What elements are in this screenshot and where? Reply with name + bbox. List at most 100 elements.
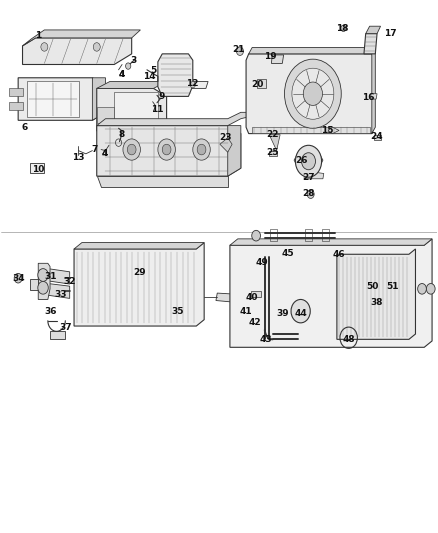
Circle shape — [127, 144, 136, 155]
Text: 4: 4 — [102, 149, 108, 158]
Polygon shape — [337, 249, 416, 340]
Circle shape — [14, 273, 22, 283]
Text: 46: 46 — [333, 251, 346, 260]
Polygon shape — [10, 88, 22, 96]
Polygon shape — [97, 107, 114, 123]
Polygon shape — [220, 138, 232, 152]
Polygon shape — [184, 82, 208, 88]
Polygon shape — [372, 47, 375, 134]
Text: 29: 29 — [133, 269, 146, 277]
Polygon shape — [371, 94, 377, 99]
Polygon shape — [230, 239, 432, 348]
Text: 43: 43 — [260, 335, 272, 344]
Text: 17: 17 — [384, 29, 396, 38]
Text: 38: 38 — [371, 298, 383, 307]
Text: 8: 8 — [119, 130, 125, 139]
Text: 51: 51 — [386, 282, 399, 291]
Circle shape — [295, 146, 321, 177]
Polygon shape — [97, 112, 250, 126]
Text: 40: 40 — [245, 293, 258, 302]
Text: 42: 42 — [248, 318, 261, 327]
Polygon shape — [158, 54, 193, 96]
Text: 50: 50 — [367, 282, 379, 291]
Text: 27: 27 — [302, 173, 315, 182]
Circle shape — [190, 82, 195, 88]
Polygon shape — [258, 79, 266, 88]
Polygon shape — [252, 127, 370, 133]
Circle shape — [123, 139, 141, 160]
Circle shape — [38, 269, 48, 281]
Text: 33: 33 — [55, 289, 67, 298]
Circle shape — [197, 144, 206, 155]
Polygon shape — [374, 135, 381, 140]
Text: 14: 14 — [143, 71, 155, 80]
Polygon shape — [269, 135, 280, 151]
Polygon shape — [216, 293, 235, 302]
Text: 37: 37 — [59, 323, 72, 332]
Polygon shape — [304, 171, 324, 179]
Circle shape — [93, 43, 100, 51]
Circle shape — [237, 47, 244, 55]
Text: 5: 5 — [150, 67, 157, 75]
Polygon shape — [228, 126, 241, 176]
Text: 31: 31 — [45, 272, 57, 280]
Text: 21: 21 — [233, 45, 245, 54]
Polygon shape — [48, 284, 70, 298]
Text: 16: 16 — [362, 93, 374, 102]
Text: 20: 20 — [251, 80, 264, 89]
Circle shape — [303, 82, 322, 106]
Text: 48: 48 — [343, 335, 355, 344]
Circle shape — [193, 139, 210, 160]
Polygon shape — [10, 102, 22, 110]
Text: 28: 28 — [302, 189, 315, 198]
Text: 24: 24 — [371, 132, 383, 141]
Polygon shape — [18, 78, 106, 120]
Text: 22: 22 — [266, 130, 279, 139]
Text: 19: 19 — [264, 52, 277, 61]
Text: 49: 49 — [255, 258, 268, 266]
Polygon shape — [114, 92, 158, 127]
Circle shape — [158, 139, 175, 160]
Polygon shape — [74, 243, 204, 326]
Polygon shape — [74, 243, 204, 249]
Polygon shape — [269, 151, 277, 156]
Text: 41: 41 — [240, 307, 252, 316]
Text: 34: 34 — [13, 273, 25, 282]
Text: 12: 12 — [186, 78, 198, 87]
Text: 23: 23 — [219, 133, 232, 142]
Polygon shape — [48, 269, 70, 284]
Circle shape — [126, 63, 131, 69]
Circle shape — [41, 43, 48, 51]
Circle shape — [418, 284, 426, 294]
Circle shape — [341, 25, 346, 31]
Polygon shape — [38, 263, 50, 300]
Text: 36: 36 — [45, 307, 57, 316]
Text: 15: 15 — [321, 126, 333, 135]
Text: 35: 35 — [171, 307, 184, 316]
Polygon shape — [272, 55, 284, 63]
Polygon shape — [97, 176, 228, 187]
Text: 7: 7 — [92, 145, 98, 154]
Circle shape — [252, 230, 261, 241]
Polygon shape — [249, 47, 375, 54]
Text: 3: 3 — [131, 56, 137, 64]
Text: 6: 6 — [21, 123, 28, 132]
Polygon shape — [294, 154, 323, 166]
Text: 44: 44 — [295, 309, 307, 318]
Polygon shape — [97, 82, 166, 88]
Polygon shape — [366, 26, 381, 34]
Text: 11: 11 — [151, 105, 163, 114]
Polygon shape — [92, 78, 106, 120]
Polygon shape — [27, 82, 79, 117]
Polygon shape — [22, 30, 141, 46]
Circle shape — [38, 281, 48, 294]
Polygon shape — [251, 292, 261, 297]
Polygon shape — [50, 332, 65, 340]
Text: 4: 4 — [102, 149, 108, 158]
Polygon shape — [328, 127, 339, 134]
Polygon shape — [22, 38, 132, 64]
Text: 26: 26 — [295, 156, 307, 165]
Circle shape — [285, 59, 341, 128]
Polygon shape — [30, 164, 44, 173]
Polygon shape — [364, 34, 377, 54]
